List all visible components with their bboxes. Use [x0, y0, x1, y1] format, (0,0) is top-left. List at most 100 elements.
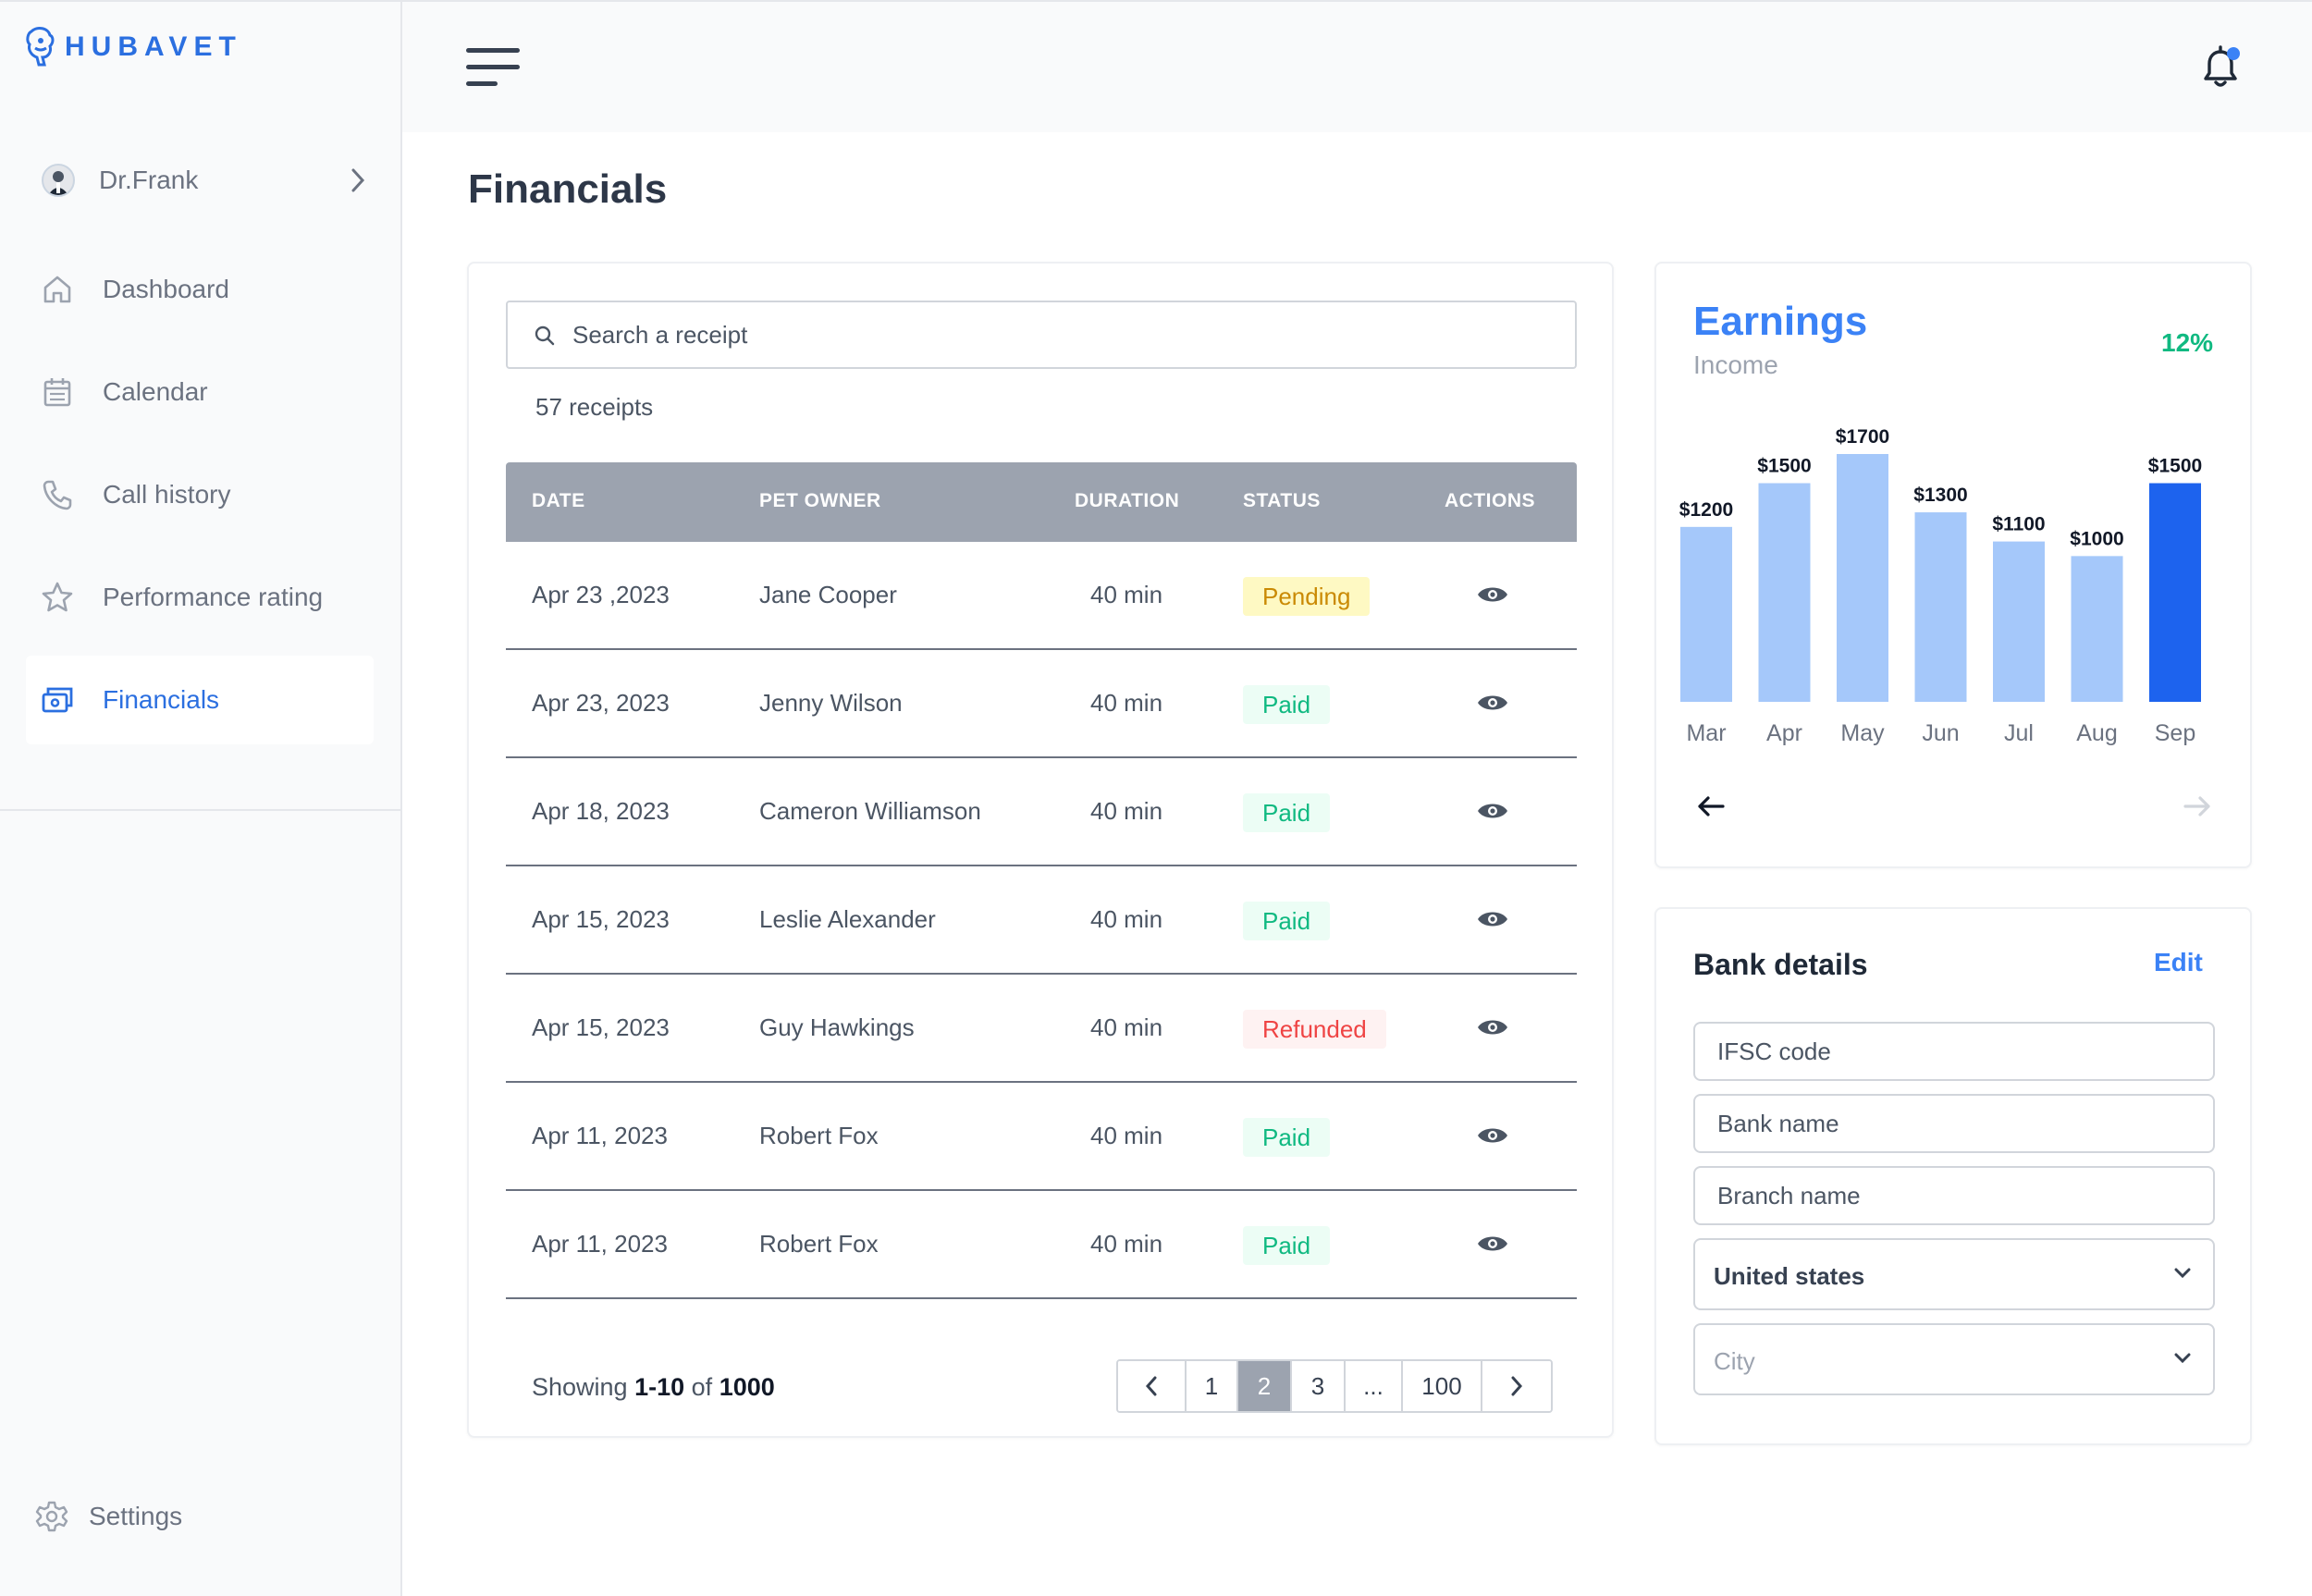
- cell-duration: 40 min: [1090, 581, 1163, 608]
- sidebar-divider: [0, 809, 402, 811]
- bank-details-title: Bank details: [1693, 948, 1868, 981]
- country-select[interactable]: United states: [1693, 1238, 2215, 1310]
- status-badge: Paid: [1243, 793, 1331, 832]
- sidebar-item-calendar[interactable]: Calendar: [26, 348, 374, 436]
- city-select[interactable]: City: [1693, 1323, 2215, 1395]
- sidebar-item-financials[interactable]: Financials: [26, 656, 374, 744]
- search-input[interactable]: [572, 312, 1553, 358]
- table-row: Apr 15, 2023 Guy Hawkings 40 min Refunded: [506, 975, 1577, 1083]
- chevron-down-icon: [2174, 1268, 2191, 1279]
- earnings-title: Earnings: [1693, 299, 1868, 344]
- earnings-change: 12%: [2161, 328, 2214, 357]
- branch-name-input[interactable]: [1717, 1175, 2189, 1216]
- lion-logo-icon: [26, 27, 55, 67]
- chart-category-label: May: [1840, 720, 1885, 746]
- sidebar-item-label: Dashboard: [103, 275, 229, 303]
- chart-bar-mar: [1680, 526, 1732, 702]
- branch-name-field: [1693, 1166, 2215, 1225]
- arrow-right-icon[interactable]: [2182, 794, 2213, 818]
- sidebar-item-settings[interactable]: Settings: [35, 1500, 182, 1533]
- profile-name: Dr.Frank: [99, 166, 199, 194]
- chart-category-label: Apr: [1766, 720, 1802, 746]
- cell-date: Apr 23, 2023: [532, 689, 670, 717]
- chart-data-label: $1700: [1836, 426, 1889, 448]
- bank-name-input[interactable]: [1717, 1103, 2189, 1144]
- page-ellipsis: ...: [1346, 1361, 1403, 1411]
- view-receipt-eye-icon[interactable]: [1477, 801, 1508, 821]
- previous-page-button[interactable]: [1118, 1361, 1187, 1411]
- cell-duration: 40 min: [1090, 1122, 1163, 1149]
- view-receipt-eye-icon[interactable]: [1477, 693, 1508, 713]
- city-select-placeholder: City: [1714, 1347, 1755, 1375]
- sidebar: HUBAVET Dr.Frank Dashboard Calendar Call…: [0, 0, 402, 1596]
- chart-category-label: Sep: [2155, 720, 2195, 746]
- pagination-summary: Showing 1-10 of 1000: [532, 1373, 775, 1401]
- phone-icon: [43, 480, 72, 510]
- bell-icon: [2204, 45, 2240, 87]
- status-badge: Refunded: [1243, 1010, 1386, 1049]
- column-header-pet-owner: PET OWNER: [759, 490, 881, 511]
- sidebar-item-dashboard[interactable]: Dashboard: [26, 245, 374, 334]
- status-badge: Pending: [1243, 577, 1371, 616]
- table-row: Apr 11, 2023 Robert Fox 40 min Paid: [506, 1083, 1577, 1191]
- arrow-left-icon[interactable]: [1695, 794, 1727, 818]
- ifsc-code-input[interactable]: [1717, 1031, 2189, 1072]
- sidebar-item-performance-rating[interactable]: Performance rating: [26, 553, 374, 642]
- avatar: [42, 164, 75, 197]
- page-button-2[interactable]: 2: [1238, 1361, 1292, 1411]
- settings-label: Settings: [89, 1502, 183, 1530]
- chart-category-label: Jul: [2004, 720, 2034, 746]
- column-header-duration: DURATION: [1075, 490, 1180, 511]
- view-receipt-eye-icon[interactable]: [1477, 909, 1508, 929]
- calendar-icon: [43, 378, 71, 407]
- chart-data-label: $1100: [1992, 514, 2045, 535]
- chart-bar-may: [1837, 454, 1888, 702]
- table-row: Apr 11, 2023 Robert Fox 40 min Paid: [506, 1191, 1577, 1299]
- view-receipt-eye-icon[interactable]: [1477, 1234, 1508, 1254]
- table-row: Apr 23, 2023 Jenny Wilson 40 min Paid: [506, 650, 1577, 758]
- column-header-actions: ACTIONS: [1445, 490, 1535, 511]
- brand-logo[interactable]: HUBAVET: [24, 26, 242, 68]
- sidebar-item-call-history[interactable]: Call history: [26, 450, 374, 539]
- notifications-button[interactable]: [2196, 43, 2244, 93]
- page-button-1[interactable]: 1: [1187, 1361, 1238, 1411]
- chart-data-label: $1000: [2070, 528, 2123, 549]
- chevron-down-icon: [2174, 1353, 2191, 1364]
- chart-data-label: $1500: [2148, 456, 2202, 477]
- cell-date: Apr 18, 2023: [532, 797, 670, 825]
- cell-pet-owner: Robert Fox: [759, 1230, 879, 1258]
- cell-pet-owner: Jenny Wilson: [759, 689, 903, 717]
- ifsc-code-field: [1693, 1022, 2215, 1081]
- status-badge: Paid: [1243, 685, 1331, 724]
- cell-duration: 40 min: [1090, 1013, 1163, 1041]
- chart-category-label: Jun: [1922, 720, 1959, 746]
- view-receipt-eye-icon[interactable]: [1477, 1125, 1508, 1146]
- profile-menu[interactable]: Dr.Frank: [42, 159, 375, 202]
- status-badge: Paid: [1243, 902, 1331, 940]
- next-page-button[interactable]: [1482, 1361, 1551, 1411]
- table-header: DATE PET OWNER DURATION STATUS ACTIONS: [506, 462, 1577, 542]
- view-receipt-eye-icon[interactable]: [1477, 1017, 1508, 1037]
- chart-bar-apr: [1758, 483, 1811, 702]
- bank-name-field: [1693, 1094, 2215, 1153]
- wallet-icon: [42, 687, 73, 713]
- brand-name: HUBAVET: [65, 31, 242, 62]
- pagination: 1 2 3 ... 100: [1116, 1359, 1553, 1413]
- column-header-status: STATUS: [1243, 490, 1321, 511]
- edit-bank-details-link[interactable]: Edit: [2154, 948, 2203, 976]
- cell-duration: 40 min: [1090, 1230, 1163, 1258]
- chart-data-label: $1200: [1679, 499, 1733, 521]
- cell-date: Apr 23 ,2023: [532, 581, 670, 608]
- chart-bar-jul: [1993, 541, 2045, 702]
- page-button-100[interactable]: 100: [1403, 1361, 1482, 1411]
- menu-toggle-button[interactable]: [466, 48, 522, 89]
- top-header: [402, 0, 2312, 132]
- page-button-3[interactable]: 3: [1292, 1361, 1346, 1411]
- cell-duration: 40 min: [1090, 797, 1163, 825]
- cell-pet-owner: Robert Fox: [759, 1122, 879, 1149]
- chart-bar-sep: [2149, 483, 2201, 702]
- chart-bar-jun: [1914, 512, 1967, 702]
- view-receipt-eye-icon[interactable]: [1477, 584, 1508, 605]
- page-title: Financials: [468, 166, 668, 212]
- cell-date: Apr 11, 2023: [532, 1230, 668, 1258]
